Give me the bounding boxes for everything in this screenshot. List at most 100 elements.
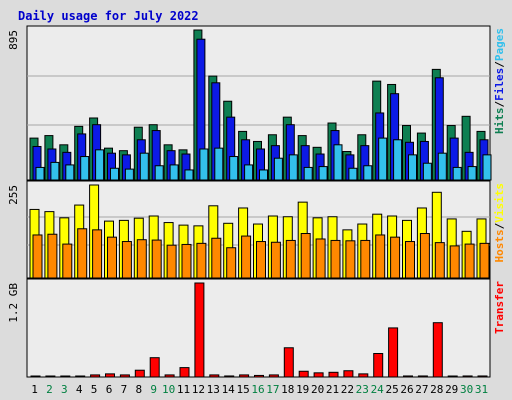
x-tick-label-day-13: 13 xyxy=(207,383,220,396)
x-tick-label-day-5: 5 xyxy=(91,383,98,396)
visits-hosts-bar-hosts-day-26 xyxy=(405,241,415,279)
hits-files-pages-bar-pages-day-22 xyxy=(348,167,358,181)
visits-hosts-bar-hosts-day-22 xyxy=(345,240,356,279)
hits-files-pages-bar-pages-day-19 xyxy=(303,166,313,181)
x-tick-label-day-29: 29 xyxy=(445,383,458,396)
hits-files-pages-ylabel: Hits/Files/Pages xyxy=(493,28,506,134)
transfer-bar-transfer-day-21 xyxy=(328,371,339,378)
x-tick-label-day-2: 2 xyxy=(46,383,53,396)
hits-files-pages-bar-pages-day-26 xyxy=(408,154,417,181)
hits-files-pages-bar-pages-day-16 xyxy=(259,169,268,181)
visits-hosts-bar-hosts-day-8 xyxy=(136,239,147,279)
transfer-bar-transfer-day-10 xyxy=(164,374,175,378)
hits-files-pages-bar-pages-day-30 xyxy=(467,166,477,181)
hits-files-pages-bar-pages-day-25 xyxy=(393,139,403,181)
transfer-plot-area xyxy=(26,278,491,378)
hits-files-pages-bar-pages-day-1 xyxy=(35,166,45,181)
x-tick-label-day-18: 18 xyxy=(281,383,294,396)
visits-hosts-bar-hosts-day-31 xyxy=(479,242,490,279)
visits-hosts-y-tick-label: 255 xyxy=(7,185,20,205)
hits-files-pages-ylabel-separator: / xyxy=(493,61,506,68)
visits-hosts-ylabel-visits: Visits xyxy=(493,183,506,223)
visits-hosts-bar-hosts-day-16 xyxy=(256,241,266,279)
transfer-bar-transfer-day-3 xyxy=(60,375,71,378)
hits-files-pages-bar-pages-day-14 xyxy=(229,156,239,181)
transfer-bar-transfer-day-23 xyxy=(358,373,369,378)
visits-hosts-panel: 255 Hosts/Visits xyxy=(7,180,506,279)
visits-hosts-bar-hosts-day-13 xyxy=(211,237,222,279)
hits-files-pages-bar-pages-day-5 xyxy=(95,149,105,181)
x-tick-label-day-20: 20 xyxy=(311,383,324,396)
visits-hosts-bar-hosts-day-21 xyxy=(330,239,341,279)
visits-hosts-bar-hosts-day-19 xyxy=(300,233,311,279)
hits-files-pages-bar-pages-day-20 xyxy=(318,166,328,181)
transfer-bar-transfer-day-30 xyxy=(462,375,473,378)
transfer-bar-transfer-day-4 xyxy=(75,375,86,378)
visits-hosts-bar-hosts-day-2 xyxy=(47,233,58,279)
hits-files-pages-bar-pages-day-31 xyxy=(482,154,492,181)
visits-hosts-ylabel-hosts: Hosts xyxy=(493,229,506,262)
hits-files-pages-bar-pages-day-13 xyxy=(214,147,224,181)
x-tick-label-day-24: 24 xyxy=(371,383,385,396)
x-tick-label-day-21: 21 xyxy=(326,383,339,396)
visits-hosts-bar-hosts-day-18 xyxy=(285,239,296,279)
transfer-bar-transfer-day-5 xyxy=(90,374,101,378)
transfer-bar-transfer-day-24 xyxy=(373,353,384,378)
transfer-bar-transfer-day-7 xyxy=(119,374,130,378)
hits-files-pages-bar-pages-day-18 xyxy=(288,154,298,181)
visits-hosts-bar-hosts-day-15 xyxy=(241,235,252,279)
transfer-ylabel: Transfer xyxy=(493,281,506,334)
hits-files-pages-bar-pages-day-21 xyxy=(333,144,343,181)
transfer-bar-transfer-day-25 xyxy=(388,327,399,378)
visits-hosts-bar-hosts-day-25 xyxy=(390,236,401,279)
x-tick-label-day-14: 14 xyxy=(222,383,236,396)
visits-hosts-bar-hosts-day-20 xyxy=(315,238,326,279)
hits-files-pages-bar-pages-day-3 xyxy=(65,164,75,181)
visits-hosts-bar-hosts-day-9 xyxy=(151,239,162,279)
hits-files-pages-bar-pages-day-10 xyxy=(169,164,179,181)
transfer-bar-transfer-day-28 xyxy=(432,322,443,378)
x-tick-label-day-11: 11 xyxy=(177,383,190,396)
x-tick-label-day-25: 25 xyxy=(385,383,398,396)
visits-hosts-bar-hosts-day-6 xyxy=(107,236,117,279)
x-tick-label-day-6: 6 xyxy=(106,383,113,396)
visits-hosts-bar-hosts-day-29 xyxy=(449,245,460,279)
x-tick-label-day-9: 9 xyxy=(150,383,157,396)
hits-files-pages-bar-pages-day-2 xyxy=(50,161,60,181)
transfer-bar-transfer-day-31 xyxy=(477,375,488,378)
x-tick-label-day-22: 22 xyxy=(341,383,354,396)
hits-files-pages-bar-pages-day-15 xyxy=(244,164,254,181)
x-tick-label-day-15: 15 xyxy=(236,383,249,396)
x-tick-label-day-8: 8 xyxy=(135,383,142,396)
visits-hosts-bar-hosts-day-23 xyxy=(360,239,371,279)
hits-files-pages-bar-pages-day-28 xyxy=(437,152,447,181)
x-tick-label-day-12: 12 xyxy=(192,383,205,396)
hits-files-pages-y-tick-label: 895 xyxy=(7,30,20,50)
x-tick-label-day-19: 19 xyxy=(296,383,309,396)
transfer-bar-transfer-day-1 xyxy=(30,375,41,378)
visits-hosts-ylabel-separator: / xyxy=(493,222,506,229)
hits-files-pages-bar-pages-day-11 xyxy=(184,169,194,181)
hits-files-pages-panel: 895 Hits/Files/Pages xyxy=(7,25,506,181)
transfer-bar-transfer-day-12 xyxy=(194,282,205,378)
transfer-bar-transfer-day-20 xyxy=(313,372,324,378)
transfer-bar-transfer-day-11 xyxy=(179,367,190,378)
x-tick-label-day-28: 28 xyxy=(430,383,443,396)
hits-files-pages-bar-pages-day-6 xyxy=(110,167,119,181)
transfer-bar-transfer-day-14 xyxy=(224,375,235,378)
x-tick-label-day-30: 30 xyxy=(460,383,473,396)
hits-files-pages-bar-pages-day-8 xyxy=(139,152,149,181)
transfer-bar-transfer-day-13 xyxy=(209,374,220,378)
visits-hosts-bar-hosts-day-1 xyxy=(32,234,43,279)
transfer-bar-transfer-day-9 xyxy=(149,357,160,378)
x-tick-label-day-31: 31 xyxy=(475,383,488,396)
visits-hosts-ylabel: Hosts/Visits xyxy=(493,183,506,263)
visits-hosts-bar-hosts-day-27 xyxy=(419,233,430,279)
hits-files-pages-bar-pages-day-29 xyxy=(452,166,462,181)
hits-files-pages-ylabel-files: Files xyxy=(493,68,506,101)
x-tick-label-day-3: 3 xyxy=(61,383,68,396)
transfer-bar-transfer-day-8 xyxy=(134,369,145,378)
